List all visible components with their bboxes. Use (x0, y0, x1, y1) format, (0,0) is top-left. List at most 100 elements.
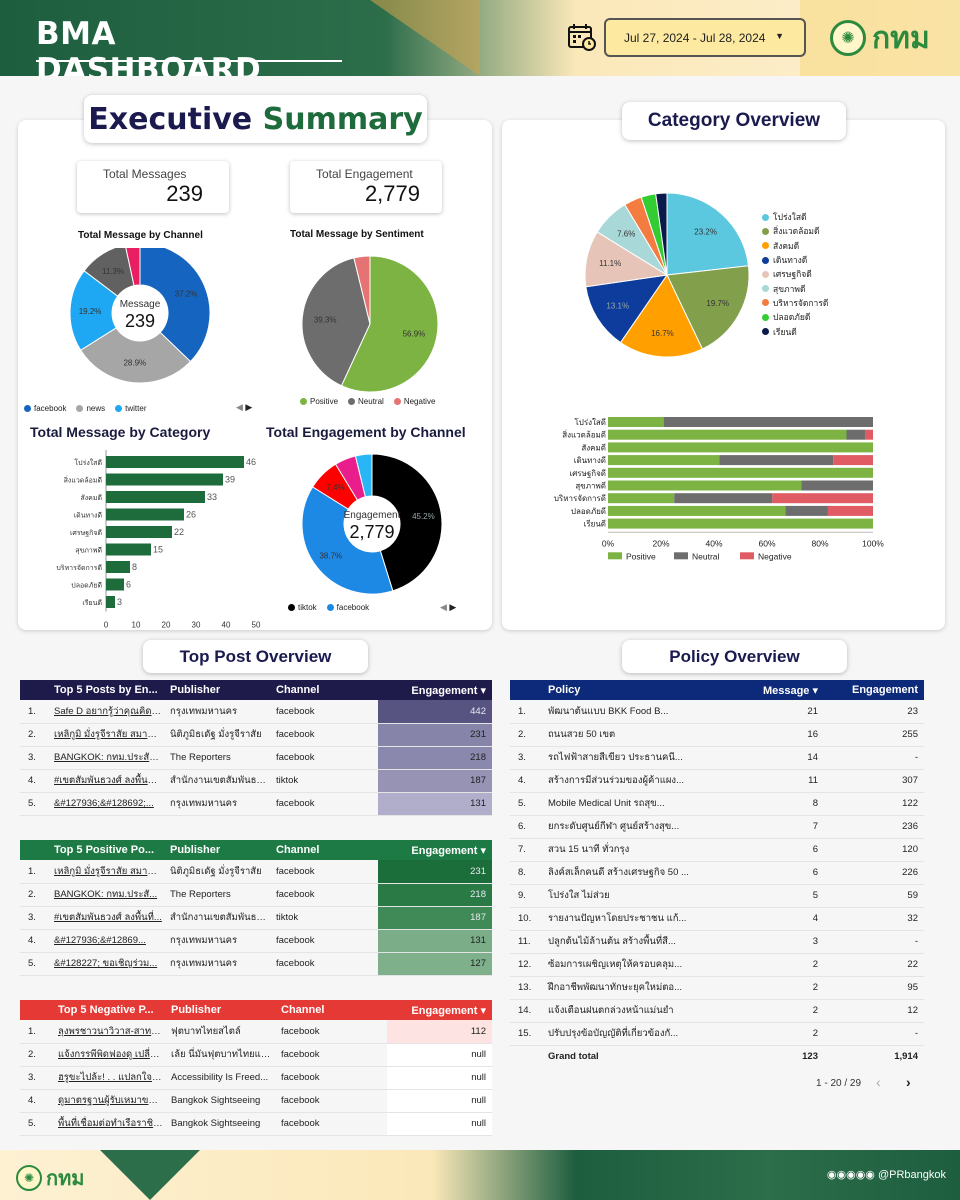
engagement-cell: - (824, 1022, 924, 1046)
stacked-bar-positive (608, 429, 847, 440)
stacked-bar-positive (608, 455, 720, 466)
table-row[interactable]: 2. แจ้งกรรพีพิดฟองดู เปลี่ยนไ... เล้ย นี่ม… (20, 1043, 492, 1067)
category-slice (655, 192, 668, 276)
post-link[interactable]: แจ้งกรรพีพิดฟองดู เปลี่ยนไ... (54, 1043, 167, 1067)
top5-negative-table: Top 5 Negative P... Publisher Channel Engag… (20, 1000, 492, 1136)
row-index: 5. (510, 792, 544, 816)
column-header[interactable]: Engagement ▾ (387, 1000, 492, 1020)
table-row[interactable]: 1. ลุงพรชาวนาวิวาส-สาทร... ฟุตบาทไทยสไตล์ f… (20, 1020, 492, 1044)
column-header[interactable]: Channel (272, 680, 378, 700)
message-count-cell: 5 (724, 884, 824, 908)
column-header[interactable]: Engagement ▾ (378, 840, 492, 860)
column-header[interactable]: Engagement ▾ (378, 680, 492, 700)
column-header[interactable]: Top 5 Positive Po... (50, 840, 166, 860)
bma-seal-icon: ✺ (16, 1165, 42, 1191)
prev-page-icon[interactable]: ‹ (876, 1074, 881, 1090)
column-header[interactable]: Publisher (167, 1000, 277, 1020)
column-header[interactable]: Top 5 Negative P... (54, 1000, 167, 1020)
engagement-center (345, 497, 399, 551)
column-header[interactable]: Publisher (166, 840, 272, 860)
post-link[interactable]: เหลิกูมิ มั่งรูจีราสัย สมาธิกส... (50, 723, 166, 747)
table-row[interactable]: 14. แจ้งเตือนฝนตกล่วงหน้าแม่นยำ 2 12 (510, 999, 924, 1023)
table-row[interactable]: 5. &#127936;&#128692;... กรุงเทพมหานคร face… (20, 792, 492, 816)
column-header[interactable]: Policy (544, 680, 724, 700)
bar-category-label: สุขภาพดี (75, 547, 102, 555)
table-row[interactable]: 10. รายงานปัญหาโดยประชาชน แก้... 4 32 (510, 907, 924, 931)
publisher-cell: นิติภูมิธเดัฐ มั่งรูจีราสัย (166, 723, 272, 747)
post-link[interactable]: BANGKOK: กทม.ประสั... (50, 883, 166, 907)
stacked-bar-neutral (674, 493, 773, 504)
table-row[interactable]: 4. ดูมาตรฐานผู้รับเหมาของ ก... Bangkok Sig… (20, 1089, 492, 1113)
table-row[interactable]: 2. เหลิกูมิ มั่งรูจีราสัย สมาธิกส... นิติภ… (20, 723, 492, 747)
row-index: 4. (20, 1089, 54, 1113)
table-row[interactable]: 3. BANGKOK: กทม.ประสัม... The Reporters fac… (20, 746, 492, 770)
post-link[interactable]: #เขตสัมพันธวงศ์ ลงพื้นที่... (50, 906, 166, 930)
row-index: 1. (20, 700, 50, 724)
next-page-icon[interactable]: › (906, 1074, 911, 1090)
calendar-icon[interactable] (567, 22, 597, 52)
table-row[interactable]: 15. ปรับปรุงข้อบัญญัติที่เกี่ยวข้องกั... 2… (510, 1022, 924, 1046)
post-link[interactable]: เหลิกูมิ มั่งรูจีราสัย สมาธิก... (50, 860, 166, 884)
table-row[interactable]: 4. #เขตสัมพันธวงศ์ ลงพื้นที่รั... สำนักงาน… (20, 769, 492, 793)
category-legend-item: บริหารจัดการดี (762, 296, 828, 310)
post-link[interactable]: ลุงพรชาวนาวิวาส-สาทร... (54, 1020, 167, 1044)
column-header[interactable]: Channel (277, 1000, 387, 1020)
table-row[interactable]: 7. สวน 15 นาที ทั่วกรุง 6 120 (510, 838, 924, 862)
engagement-cell: 218 (378, 746, 492, 770)
row-index: 8. (510, 861, 544, 885)
table-row[interactable]: 5. พื้นที่เชื่อมต่อทำเรือราชินีเ... Bangko… (20, 1112, 492, 1136)
legend-pager[interactable]: ◀ ▶ (440, 602, 457, 612)
table-row[interactable]: 1. เหลิกูมิ มั่งรูจีราสัย สมาธิก... นิติภู… (20, 860, 492, 884)
post-link[interactable]: &#128227; ขอเชิญร่วม... (50, 952, 166, 976)
date-range-selector[interactable]: Jul 27, 2024 - Jul 28, 2024 ▼ (604, 18, 806, 57)
table-row[interactable]: 1. Safe D อยากรู้ว่าคุณคิดอย่... กรุงเทพมห… (20, 700, 492, 724)
post-link[interactable]: &#127936;&#12869... (50, 929, 166, 953)
post-link[interactable]: ดูมาตรฐานผู้รับเหมาของ ก... (54, 1089, 167, 1113)
channel-slice-label: 11.3% (102, 267, 124, 276)
post-link[interactable]: &#127936;&#128692;... (50, 792, 166, 816)
table-row[interactable]: 8. ลิงค์สเล็กคนดี สร้างเศรษฐกิจ 50 ... 6 22… (510, 861, 924, 885)
table-row[interactable]: 5. Mobile Medical Unit รถสุข... 8 122 (510, 792, 924, 816)
table-row[interactable]: 12. ซ้อมการเผชิญเหตุให้ครอบคลุม... 2 22 (510, 953, 924, 977)
post-link[interactable]: พื้นที่เชื่อมต่อทำเรือราชินีเ... (54, 1112, 167, 1136)
table-row[interactable]: 5. &#128227; ขอเชิญร่วม... กรุงเทพมหานคร fa… (20, 952, 492, 976)
post-link[interactable]: BANGKOK: กทม.ประสัม... (50, 746, 166, 770)
table-row[interactable]: 6. ยกระดับศูนย์กีฬา ศูนย์สร้างสุข... 7 236 (510, 815, 924, 839)
table-row[interactable]: 3. รถไฟฟ้าสายสีเขียว ประธานคนี... 14- (510, 746, 924, 770)
column-header[interactable]: Channel (272, 840, 378, 860)
table-row[interactable]: 2. ถนนสวย 50 เขต 16 255 (510, 723, 924, 747)
post-link[interactable]: #เขตสัมพันธวงศ์ ลงพื้นที่รั... (50, 769, 166, 793)
engagement-cell: 122 (824, 792, 924, 816)
title-underline (36, 60, 342, 62)
grand-total-value: 1,914 (894, 1051, 918, 1063)
column-header[interactable]: Message ▾ (724, 680, 824, 700)
category-slice-label: 7.6% (617, 230, 635, 239)
stacked-bar-negative (833, 455, 873, 466)
category-bar (106, 473, 223, 486)
stacked-bar-negative (772, 493, 873, 504)
column-header[interactable]: Engagement (824, 680, 924, 700)
row-index: 13. (510, 976, 544, 1000)
sentiment-pie-chart: 56.9% 39.3% (301, 255, 439, 393)
legend-swatch (762, 313, 769, 321)
engagement-cell: 442 (378, 700, 492, 724)
social-handle[interactable]: ◉◉◉◉◉ @PRbangkok (827, 1168, 946, 1181)
legend-pager[interactable]: ◀ ▶ (236, 402, 253, 412)
message-count-cell: 7 (724, 815, 824, 839)
table-row[interactable]: 13. ฝึกอาชีพพัฒนาทักษะยุคใหม่ตอ... 2 95 (510, 976, 924, 1000)
legend-label: สิ่งแวดล้อมดี (773, 226, 820, 237)
table-row[interactable]: 3. ฮรูขะไปล้ะ! . . แปลกใจ เร... Accessibil… (20, 1066, 492, 1090)
table-row[interactable]: 2. BANGKOK: กทม.ประสั... The Reporters face… (20, 883, 492, 907)
column-header[interactable]: Publisher (166, 680, 272, 700)
table-row[interactable]: 4. &#127936;&#12869... กรุงเทพมหานคร facebo… (20, 929, 492, 953)
column-header[interactable]: Top 5 Posts by En... (50, 680, 166, 700)
post-link[interactable]: ฮรูขะไปล้ะ! . . แปลกใจ เร... (54, 1066, 167, 1090)
table-row[interactable]: 1. พัฒนาต้นแบบ BKK Food B... 21 23 (510, 700, 924, 724)
table-row[interactable]: 4. สร้างการมีส่วนร่วมของผู้ค้าแผง... 11 307 (510, 769, 924, 793)
policy-name-cell: ปรับปรุงข้อบัญญัติที่เกี่ยวข้องกั... (544, 1022, 724, 1046)
table-row[interactable]: 3. #เขตสัมพันธวงศ์ ลงพื้นที่... สำนักงานเข… (20, 906, 492, 930)
table-row[interactable]: 11. ปลูกต้นไม้ล้านต้น สร้างพื้นที่สี... 3- (510, 930, 924, 954)
post-link[interactable]: Safe D อยากรู้ว่าคุณคิดอย่... (50, 700, 166, 724)
table-row[interactable]: 9. โปร่งใส ไม่ส่วย 5 59 (510, 884, 924, 908)
